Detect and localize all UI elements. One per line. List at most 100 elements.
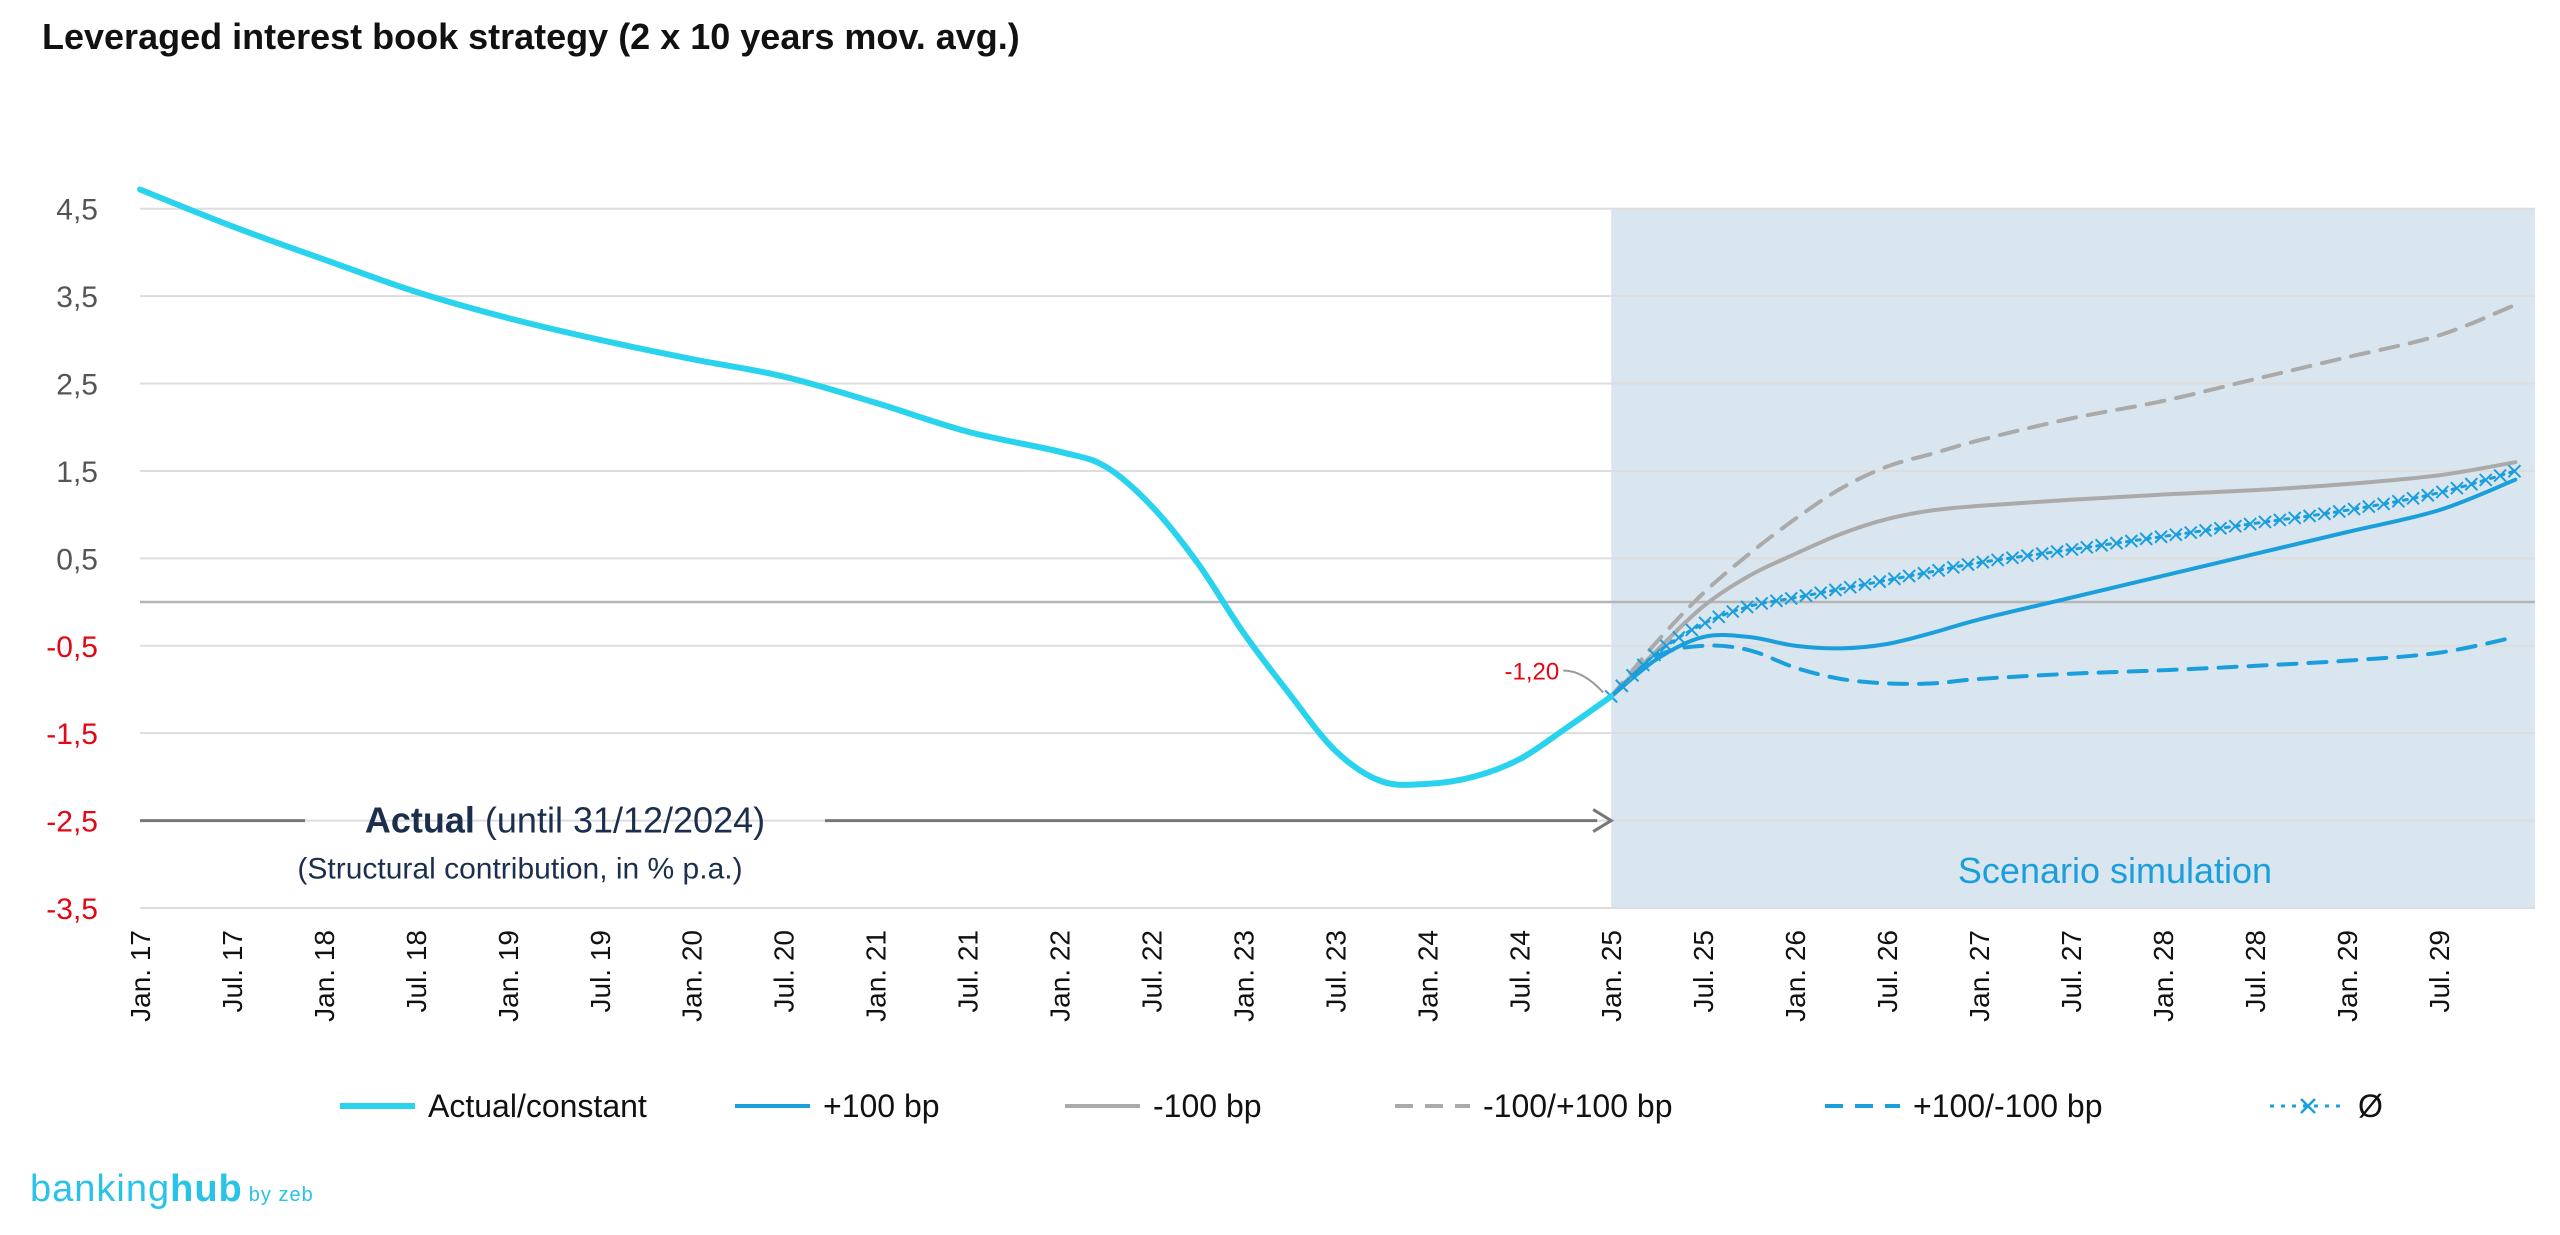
cross-marker (2317, 507, 2332, 521)
cross-marker (2493, 468, 2507, 483)
cross-marker (1917, 566, 1931, 580)
cross-marker (1887, 572, 1902, 586)
x-tick-label: Jul. 29 (2424, 930, 2455, 1013)
legend-label-3: -100/+100 bp (1483, 1088, 1673, 1124)
x-tick-label: Jul. 19 (585, 930, 616, 1013)
y-tick-label: 4,5 (56, 194, 98, 227)
y-tick-label: 2,5 (56, 369, 98, 402)
cross-marker (1685, 623, 1699, 637)
x-tick-label: Jan. 23 (1228, 930, 1259, 1022)
cross-marker (2154, 530, 2168, 544)
x-tick-label: Jul. 27 (2056, 930, 2087, 1013)
brand-logo: bankinghub by zeb (30, 1168, 314, 1211)
axis-layer: 4,5 3,5 2,5 1,5 0,5 -0,5 -1,5 -2,5 -3,5 Jan. 17 Ju… (46, 194, 2454, 1022)
y-tick-label: -2,5 (46, 806, 98, 839)
cross-marker (1931, 563, 1946, 578)
cross-marker (2302, 509, 2317, 523)
annotation-layer: Actual (until 31/12/2024) (Structural con… (140, 658, 2272, 891)
y-tick-label: -0,5 (46, 631, 98, 664)
cross-marker (1740, 600, 1754, 614)
cross-marker (2184, 525, 2198, 540)
actual-label-bold: Actual (365, 800, 475, 841)
cross-marker (2258, 515, 2272, 529)
series-line-2 (1609, 460, 2518, 699)
series-line-1 (1609, 477, 2518, 699)
cross-marker (1976, 555, 1990, 569)
x-tick-label: Jan. 21 (861, 930, 892, 1022)
x-tick-label: Jan. 24 (1412, 930, 1443, 1022)
cross-marker (2391, 494, 2406, 508)
legend-label-5: Ø (2358, 1088, 2383, 1124)
actual-arrow-head (1592, 808, 1615, 833)
legend-label-2: -100 bp (1153, 1088, 1262, 1124)
cross-marker (1946, 560, 1960, 575)
x-tick-label: Jan. 29 (2332, 930, 2363, 1022)
chart-title: Leveraged interest book strategy (2 x 10… (42, 16, 1020, 57)
cross-marker (1858, 577, 1872, 592)
y-tick-label: 0,5 (56, 543, 98, 576)
x-tick-label: Jan. 22 (1045, 930, 1076, 1022)
x-tick-label: Jan. 19 (493, 930, 524, 1022)
cross-marker (1615, 679, 1629, 693)
series-line-3 (1609, 302, 2518, 699)
scenario-label: Scenario simulation (1958, 850, 2272, 891)
cross-marker (1902, 569, 1916, 583)
actual-label: Actual (until 31/12/2024) (365, 800, 765, 841)
y-tick-label: 1,5 (56, 456, 98, 489)
x-tick-label: Jul. 17 (217, 930, 248, 1013)
cross-marker (1636, 658, 1650, 672)
x-tick-label: Jul. 23 (1320, 930, 1351, 1013)
cross-marker (2109, 536, 2124, 550)
x-tick-label: Jan. 25 (1596, 930, 1627, 1022)
legend-label-0: Actual/constant (428, 1088, 647, 1124)
series-line-0 (137, 186, 1615, 788)
series-line-5 (1609, 469, 2517, 698)
cross-marker (1769, 594, 1784, 608)
cross-marker (2288, 511, 2302, 525)
brand-part1: banking (30, 1168, 171, 1210)
cross-marker (1698, 616, 1712, 630)
cross-marker (2406, 491, 2420, 506)
cross-marker (2124, 534, 2139, 548)
cross-marker (2362, 499, 2376, 514)
cross-marker (1726, 604, 1740, 619)
cross-marker (2005, 551, 2020, 565)
x-tick-label: Jan. 18 (309, 930, 340, 1022)
cross-marker (2347, 502, 2361, 516)
brand-by: by zeb (248, 1184, 314, 1206)
actual-sub-label: (Structural contribution, in % p.a.) (297, 853, 742, 886)
cross-marker (1828, 583, 1843, 597)
x-tick-label: Jul. 28 (2240, 930, 2271, 1013)
x-tick-label: Jul. 18 (401, 930, 432, 1013)
brand-part2: hub (170, 1168, 243, 1210)
series-line-4 (1609, 635, 2518, 699)
cross-marker (1784, 591, 1798, 606)
y-tick-label: 3,5 (56, 281, 98, 314)
cross-marker (1647, 648, 1662, 662)
x-tick-label: Jul. 21 (953, 930, 984, 1013)
y-tick-label: -3,5 (46, 893, 98, 926)
series-markers-5 (1604, 464, 2522, 704)
cross-marker (2332, 504, 2346, 519)
cross-marker (2198, 523, 2213, 538)
x-tick-label: Jul. 24 (1504, 930, 1535, 1013)
cross-marker (1843, 580, 1857, 594)
cross-marker (1659, 639, 1674, 653)
cross-marker (1814, 586, 1828, 600)
cross-marker (2450, 481, 2464, 495)
x-tick-label: Jan. 17 (125, 930, 156, 1022)
cross-marker (1672, 630, 1686, 645)
x-tick-label: Jul. 20 (769, 930, 800, 1013)
x-tick-label: Jul. 26 (1872, 930, 1903, 1013)
x-tick-label: Jan. 28 (2148, 930, 2179, 1022)
cross-marker (2080, 540, 2094, 555)
cross-marker (2273, 513, 2287, 527)
legend-label-4: +100/-100 bp (1913, 1088, 2103, 1124)
y-tick-label: -1,5 (46, 718, 98, 751)
x-tick-label: Jul. 25 (1688, 930, 1719, 1013)
cross-marker (2213, 521, 2228, 536)
cross-marker (2479, 473, 2493, 487)
cross-marker (2094, 538, 2109, 552)
actual-label-rest: (until 31/12/2024) (475, 800, 765, 841)
